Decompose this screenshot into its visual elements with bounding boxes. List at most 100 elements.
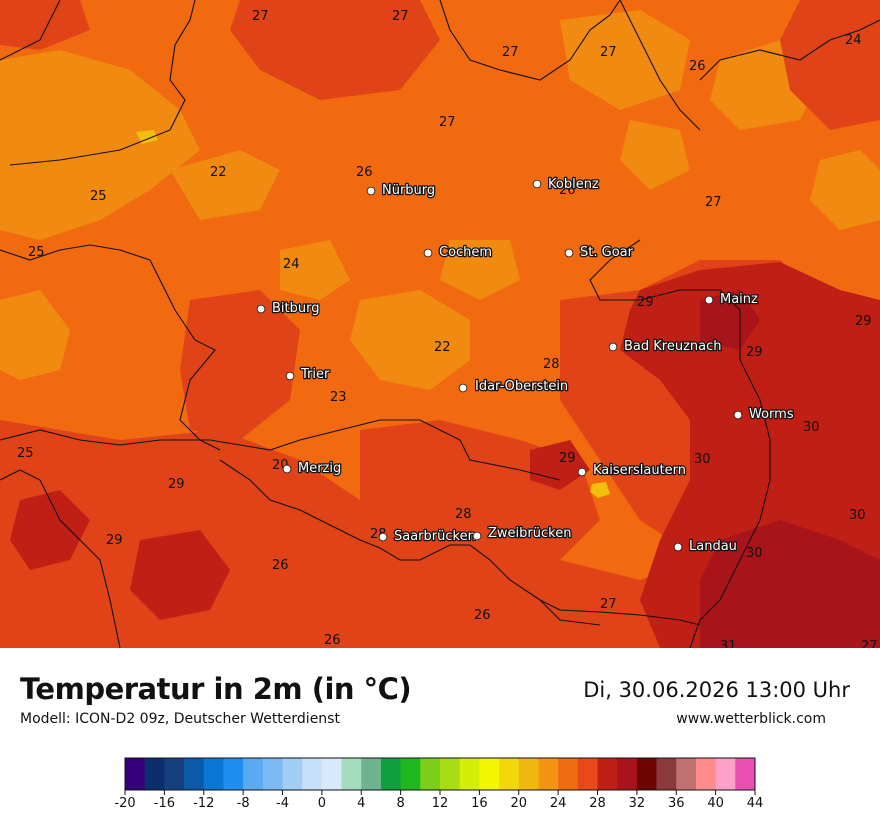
color-scale-cell	[262, 758, 283, 790]
color-scale-cell	[656, 758, 677, 790]
temperature-map: 27 27 27 27 24 26 27 26 22 26 25 27 25 2…	[0, 0, 880, 648]
color-scale-tick-label: -16	[154, 796, 175, 811]
color-scale-cell	[282, 758, 303, 790]
temp-label: 29	[746, 345, 763, 360]
temp-label: 30	[746, 546, 763, 561]
city-zweibruecken[interactable]: Zweibrücken	[472, 525, 573, 542]
city-trier[interactable]: Trier	[285, 366, 331, 383]
borders	[0, 0, 880, 648]
temp-label: 26	[559, 183, 576, 198]
color-scale-cell	[440, 758, 460, 790]
color-scale-cell	[361, 758, 382, 790]
city-label: Nürburg	[382, 183, 435, 198]
city-worms[interactable]: Worms	[733, 406, 795, 423]
city-saarbruecken[interactable]: Saarbrücken	[378, 528, 477, 545]
temp-label: 26	[324, 633, 341, 648]
color-scale-tick-label: 24	[550, 796, 567, 811]
city-label: Landau	[689, 539, 737, 554]
temp-label: 29	[855, 314, 872, 329]
temp-label: 22	[210, 165, 227, 180]
color-scale-cell	[243, 758, 264, 790]
city-st-goar[interactable]: St. Goar	[564, 244, 635, 261]
temp-label: 25	[17, 446, 34, 461]
temp-label: 27	[600, 597, 617, 612]
temp-label: 28	[455, 507, 472, 522]
temp-label: 26	[689, 59, 706, 74]
temp-label: 26	[272, 558, 289, 573]
temp-label: 27	[502, 45, 519, 60]
city-koblenz[interactable]: Koblenz	[532, 176, 600, 193]
website-link[interactable]: www.wetterblick.com	[676, 711, 826, 727]
color-scale-cell	[420, 758, 441, 790]
color-scale-cell	[400, 758, 421, 790]
color-scale-tick-label: -20	[115, 796, 136, 811]
color-scale-tick-label: -8	[237, 796, 250, 811]
color-scale-bars	[124, 757, 756, 791]
temp-label: 27	[392, 9, 409, 24]
color-scale-cell	[380, 758, 401, 790]
city-label: Zweibrücken	[488, 526, 571, 541]
very-hot-zones	[700, 290, 880, 648]
city-label: Trier	[300, 367, 330, 382]
color-scale-tick-label: 12	[432, 796, 449, 811]
forecast-datetime: Di, 30.06.2026 13:00 Uhr	[583, 678, 850, 702]
color-scale-cell	[636, 758, 657, 790]
color-scale-tick-label: -4	[276, 796, 289, 811]
city-label: Koblenz	[548, 177, 599, 192]
city-label: St. Goar	[580, 245, 634, 260]
color-scale-cell	[597, 758, 618, 790]
city-bad-kreuznach[interactable]: Bad Kreuznach	[608, 338, 723, 355]
temp-label: 27	[861, 639, 878, 648]
city-mainz[interactable]: Mainz	[704, 291, 759, 308]
temp-label: 26	[474, 608, 491, 623]
temp-label: 29	[559, 451, 576, 466]
temp-label: 30	[803, 420, 820, 435]
city-nuerburg[interactable]: Nürburg	[366, 182, 436, 199]
city-markers: Nürburg Koblenz Cochem St. Goar Bitburg …	[256, 176, 795, 555]
city-idar-oberstein[interactable]: Idar-Oberstein	[458, 378, 569, 395]
color-scale-tick-label: 4	[357, 796, 365, 811]
color-scale-cell	[518, 758, 539, 790]
color-scale-cell	[538, 758, 559, 790]
temp-label: 29	[168, 477, 185, 492]
model-info: Modell: ICON-D2 09z, Deutscher Wetterdie…	[20, 711, 340, 727]
city-landau[interactable]: Landau	[673, 538, 738, 555]
city-label: Cochem	[439, 245, 492, 260]
city-label: Mainz	[720, 292, 758, 307]
city-label: Worms	[749, 407, 794, 422]
color-scale-cell	[164, 758, 185, 790]
color-scale: -20 -16 -12 -8 -4 0 4 8 12 16 20 24 28 32 36 40 44	[115, 757, 763, 811]
footer	[0, 648, 880, 830]
color-scale-tick-label: 44	[747, 796, 764, 811]
city-cochem[interactable]: Cochem	[423, 244, 493, 261]
color-scale-cell	[321, 758, 342, 790]
city-bitburg[interactable]: Bitburg	[256, 300, 321, 317]
city-kaiserslautern[interactable]: Kaiserslautern	[577, 462, 687, 479]
city-label: Bitburg	[272, 301, 320, 316]
temp-label: 26	[356, 165, 373, 180]
temp-label: 30	[849, 508, 866, 523]
city-label: Idar-Oberstein	[475, 379, 568, 394]
color-scale-ticks: -20 -16 -12 -8 -4 0 4 8 12 16 20 24 28 32 36 40 44	[115, 790, 763, 811]
temp-label: 24	[283, 257, 300, 272]
color-scale-cell	[558, 758, 579, 790]
temp-label: 27	[705, 195, 722, 210]
color-scale-tick-label: 20	[510, 796, 527, 811]
color-scale-tick-label: -12	[193, 796, 214, 811]
color-scale-tick-label: 32	[629, 796, 646, 811]
color-scale-cell	[715, 758, 736, 790]
color-scale-cell	[695, 758, 716, 790]
temp-label: 25	[28, 245, 45, 260]
map-title: Temperatur in 2m (in °C)	[20, 672, 412, 706]
color-scale-cell	[577, 758, 598, 790]
city-merzig[interactable]: Merzig	[282, 460, 343, 477]
color-scale-tick-label: 8	[396, 796, 404, 811]
color-scale-cell	[499, 758, 520, 790]
temp-label: 30	[694, 452, 711, 467]
city-label: Saarbrücken	[394, 529, 476, 544]
hot-spot	[136, 130, 610, 498]
color-scale-cell	[125, 758, 145, 790]
color-scale-cell	[459, 758, 480, 790]
color-scale-tick-label: 36	[668, 796, 685, 811]
color-scale-tick-label: 16	[471, 796, 488, 811]
